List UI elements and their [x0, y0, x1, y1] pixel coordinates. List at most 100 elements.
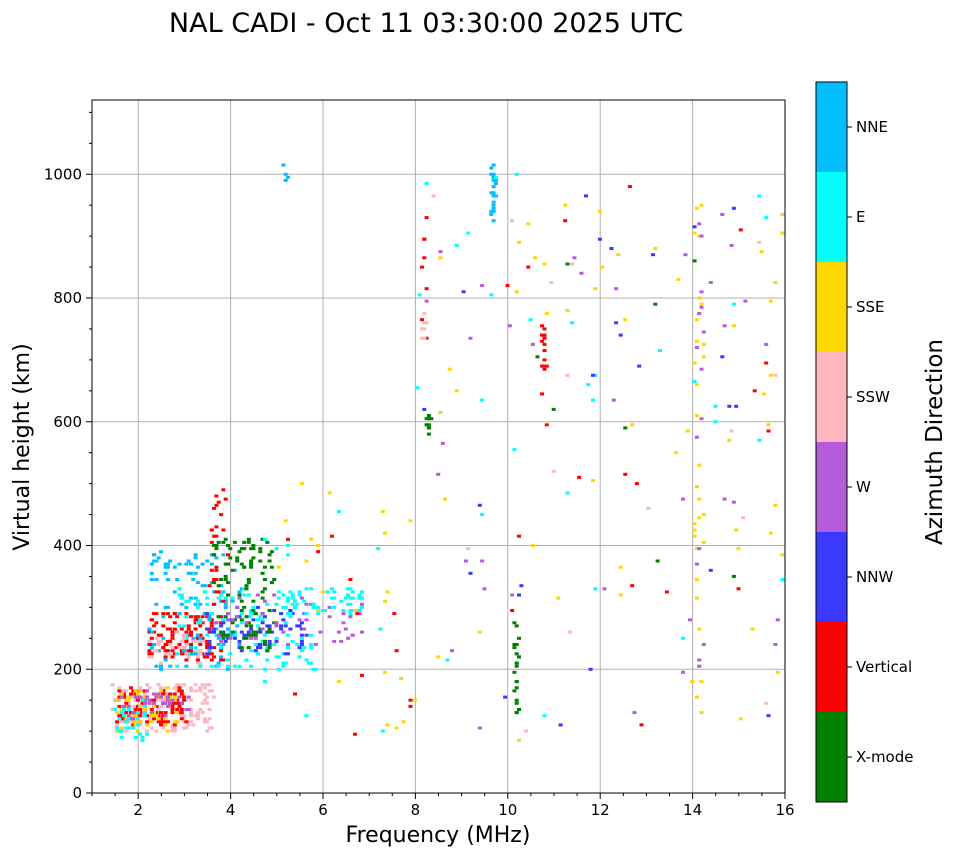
- echo-point: [694, 435, 699, 439]
- echo-point: [124, 726, 129, 730]
- echo-point: [246, 593, 251, 597]
- echo-point: [262, 643, 267, 646]
- echo-point: [244, 587, 249, 591]
- echo-point: [219, 513, 224, 517]
- echo-point: [179, 639, 184, 643]
- echo-point: [267, 630, 272, 634]
- echo-point: [542, 327, 547, 331]
- echo-point: [179, 701, 184, 705]
- echo-point: [295, 624, 300, 628]
- echo-point: [681, 670, 685, 674]
- echo-point: [658, 349, 662, 353]
- echo-point: [262, 667, 267, 671]
- echo-point: [780, 231, 785, 235]
- echo-point: [681, 636, 685, 640]
- echo-point: [346, 593, 351, 597]
- echo-point: [154, 711, 159, 715]
- echo-point: [172, 612, 177, 616]
- echo-point: [697, 222, 702, 226]
- echo-point: [320, 590, 325, 594]
- echo-point: [249, 562, 254, 566]
- echo-point: [142, 695, 147, 699]
- echo-point: [126, 714, 131, 718]
- echo-point: [142, 701, 147, 705]
- echo-point: [597, 209, 602, 213]
- echo-point: [244, 636, 249, 640]
- echo-point: [184, 562, 189, 566]
- echo-point: [267, 553, 272, 557]
- echo-point: [279, 612, 284, 616]
- echo-point: [189, 711, 193, 715]
- y-tick-label: 400: [53, 537, 82, 555]
- echo-point: [175, 683, 180, 687]
- echo-point: [226, 633, 230, 637]
- echo-point: [182, 695, 187, 699]
- echo-point: [466, 231, 471, 235]
- echo-point: [572, 256, 577, 260]
- echo-point: [239, 646, 244, 650]
- echo-point: [138, 714, 143, 718]
- echo-point: [145, 729, 150, 733]
- echo-point: [228, 636, 233, 640]
- echo-point: [256, 643, 260, 646]
- echo-point: [267, 646, 272, 650]
- echo-point: [510, 609, 515, 612]
- echo-point: [436, 655, 441, 659]
- echo-point: [526, 222, 531, 226]
- echo-point: [493, 194, 498, 198]
- echo-point: [219, 649, 224, 653]
- echo-point: [119, 717, 124, 721]
- echo-point: [632, 711, 637, 715]
- echo-point: [200, 683, 205, 687]
- echo-point: [163, 686, 168, 690]
- echo-point: [152, 624, 157, 628]
- echo-point: [193, 689, 198, 693]
- echo-point: [147, 698, 152, 702]
- echo-point: [360, 602, 364, 606]
- echo-point: [154, 664, 159, 668]
- echo-point: [142, 708, 147, 711]
- echo-point: [165, 695, 170, 699]
- echo-point: [219, 624, 224, 628]
- echo-point: [193, 615, 198, 619]
- echo-point: [182, 652, 187, 656]
- echo-point: [512, 670, 517, 674]
- echo-point: [142, 711, 147, 715]
- echo-point: [741, 516, 746, 520]
- echo-point: [184, 643, 189, 646]
- echo-point: [140, 701, 145, 705]
- echo-point: [232, 633, 237, 637]
- echo-point: [223, 562, 228, 566]
- echo-point: [422, 256, 427, 260]
- echo-point: [184, 652, 189, 656]
- echo-point: [276, 590, 281, 594]
- echo-point: [288, 609, 293, 612]
- echo-point: [193, 649, 198, 653]
- echo-point: [265, 658, 270, 662]
- echo-point: [591, 398, 595, 402]
- echo-point: [182, 649, 187, 653]
- echo-point: [383, 531, 388, 535]
- echo-point: [468, 571, 473, 575]
- echo-point: [221, 643, 226, 646]
- echo-point: [246, 581, 251, 585]
- echo-point: [161, 698, 166, 702]
- echo-point: [163, 565, 168, 569]
- echo-point: [193, 596, 198, 600]
- echo-point: [293, 599, 297, 603]
- echo-point: [200, 711, 205, 715]
- echo-point: [329, 587, 334, 591]
- echo-point: [131, 711, 136, 715]
- echo-point: [147, 639, 152, 643]
- echo-point: [681, 497, 685, 501]
- echo-point: [269, 630, 274, 634]
- echo-point: [232, 540, 237, 544]
- echo-point: [182, 633, 187, 637]
- echo-point: [327, 491, 332, 495]
- echo-point: [542, 336, 547, 340]
- echo-point: [530, 342, 535, 346]
- echo-point: [133, 714, 138, 718]
- echo-point: [154, 729, 159, 733]
- echo-point: [184, 605, 189, 609]
- echo-point: [209, 562, 214, 566]
